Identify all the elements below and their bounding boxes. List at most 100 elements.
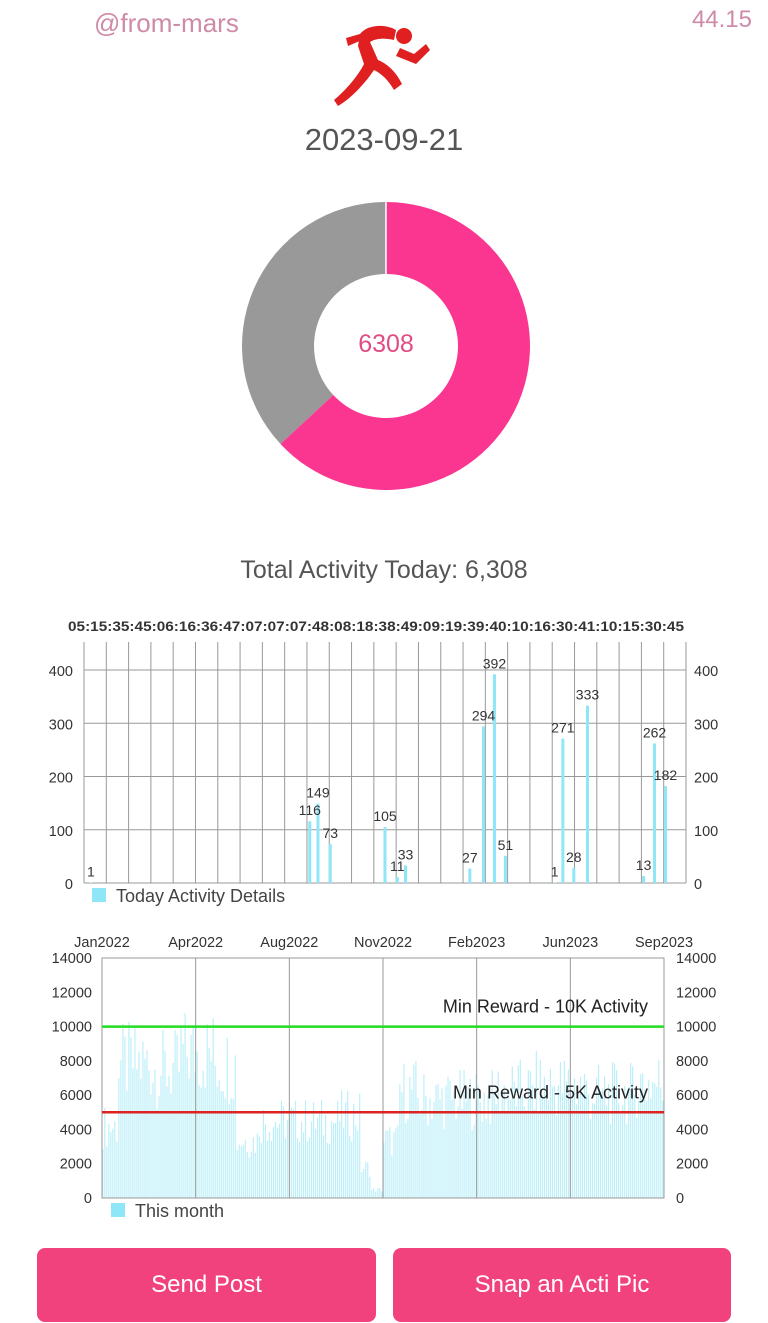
- chart2-bar: [242, 1145, 244, 1198]
- chart2-bar: [200, 1087, 202, 1198]
- chart2-bar: [407, 1118, 409, 1198]
- chart2-bar: [236, 1149, 238, 1198]
- chart2-bar: [618, 1103, 620, 1198]
- chart2-bar: [543, 1076, 545, 1198]
- chart2-bar: [224, 1098, 226, 1198]
- chart1-bar-label: 51: [498, 837, 514, 853]
- chart2-bar: [160, 1075, 162, 1198]
- chart2-ytick-left: 8000: [60, 1054, 92, 1070]
- chart2-bar: [409, 1076, 411, 1198]
- chart2-bar: [357, 1130, 359, 1198]
- chart2-bar: [565, 1081, 568, 1198]
- chart2-bar: [232, 1099, 234, 1198]
- chart2-bar: [511, 1066, 513, 1198]
- activity-date: 2023-09-21: [304, 122, 464, 157]
- chart2-bar: [194, 1072, 196, 1198]
- chart2-bar: [622, 1104, 624, 1198]
- chart2-bar: [459, 1070, 461, 1198]
- chart2-bar: [571, 1096, 574, 1198]
- chart2-bar: [248, 1157, 250, 1198]
- chart2-bar: [276, 1128, 279, 1198]
- donut-center-value: 6308: [358, 330, 414, 358]
- chart2-bar: [457, 1106, 459, 1198]
- chart2-bar: [630, 1062, 632, 1198]
- chart2-bar: [369, 1176, 371, 1198]
- chart2-bar: [654, 1083, 656, 1198]
- chart2-bar: [479, 1101, 481, 1198]
- chart2-bar: [455, 1118, 457, 1198]
- chart2-bar: [333, 1123, 335, 1198]
- chart2-bar: [612, 1062, 614, 1198]
- chart1-bar-label: 13: [636, 857, 652, 873]
- chart2-bar: [104, 1107, 106, 1198]
- chart1-top-axis: 05:15:35:45:06:16:36:47:07:07:07:48:08:1…: [68, 619, 685, 634]
- chart2-bar: [324, 1114, 327, 1198]
- chart2-bar: [467, 1086, 469, 1198]
- chart2-bar: [616, 1070, 618, 1198]
- chart2-bar: [658, 1060, 660, 1198]
- chart2-bar: [216, 1086, 218, 1198]
- activity-donut: 6308: [241, 196, 530, 490]
- chart2-bar: [166, 1086, 168, 1198]
- chart2-bar: [176, 1035, 178, 1198]
- chart2-bar: [130, 1037, 132, 1198]
- chart2-bar: [644, 1089, 646, 1198]
- chart2-bar: [116, 1141, 118, 1198]
- chart2-ytick-right: 10000: [676, 1020, 716, 1036]
- chart2-bar: [337, 1101, 339, 1198]
- chart2-bar: [465, 1101, 467, 1198]
- chart2-bar: [198, 1085, 200, 1198]
- chart2-bar: [304, 1100, 307, 1198]
- send-post-button[interactable]: Send Post: [37, 1248, 376, 1322]
- chart1-bar: [492, 674, 496, 883]
- chart2-ytick-right: 14000: [676, 951, 716, 967]
- chart2-bar: [495, 1104, 497, 1198]
- chart1-bar-label: 333: [576, 687, 600, 703]
- chart2-bar: [605, 1105, 608, 1198]
- chart2-bar: [359, 1093, 361, 1198]
- chart2-bar: [190, 1034, 192, 1198]
- chart2-bar: [389, 1127, 391, 1198]
- snap-acti-pic-button[interactable]: Snap an Acti Pic: [393, 1248, 731, 1322]
- chart2-bar: [146, 1050, 148, 1198]
- chart2-bar: [302, 1132, 305, 1198]
- chart2-bar: [535, 1050, 537, 1198]
- chart2-bar: [395, 1128, 397, 1198]
- chart1-bar: [383, 827, 387, 883]
- chart2-bar: [353, 1103, 355, 1198]
- chart1-bar: [468, 868, 472, 883]
- chart1-bar: [89, 882, 93, 883]
- chart2-bar: [339, 1120, 341, 1198]
- chart2-bar: [555, 1115, 558, 1198]
- balance-value: 44.15: [691, 6, 752, 33]
- chart1-bar: [404, 865, 408, 883]
- chart2-bar: [108, 1124, 110, 1198]
- chart2-bar: [294, 1100, 297, 1198]
- donut-remaining-slice: [241, 202, 386, 445]
- chart2-bar: [234, 1055, 236, 1198]
- chart2-bar: [620, 1114, 622, 1198]
- chart2-bar: [292, 1109, 295, 1198]
- chart2-bar: [112, 1128, 114, 1198]
- chart1-bar: [642, 876, 646, 883]
- chart2-bar: [385, 1130, 387, 1198]
- chart2-bar: [533, 1109, 535, 1198]
- chart2-bar: [387, 1130, 389, 1198]
- chart2-bar: [491, 1070, 493, 1198]
- chart2-bar: [341, 1090, 343, 1198]
- chart2-bar: [660, 1087, 662, 1198]
- chart2-bar: [593, 1103, 596, 1198]
- chart2-bar: [314, 1128, 317, 1198]
- chart2-bar: [656, 1086, 658, 1198]
- chart2-bar: [142, 1041, 144, 1198]
- chart1-bar-label: 262: [643, 724, 667, 740]
- chart2-bar: [144, 1058, 146, 1198]
- chart2-bar: [527, 1069, 529, 1198]
- chart2-xtick: Sep2023: [635, 935, 693, 951]
- chart2-bar: [238, 1144, 240, 1198]
- chart2-bar: [393, 1132, 395, 1198]
- chart2-ytick-left: 4000: [60, 1122, 92, 1138]
- chart2-bar: [218, 1079, 220, 1198]
- chart2-bar: [138, 1051, 140, 1198]
- chart2-bar: [184, 1013, 186, 1198]
